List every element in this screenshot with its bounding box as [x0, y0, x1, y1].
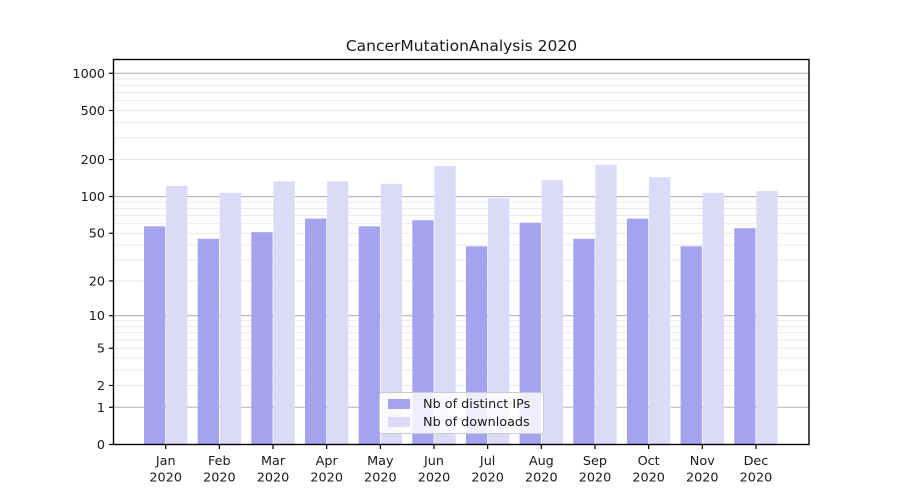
x-tick-label-year-oct: 2020	[632, 471, 665, 486]
x-tick-label-month-sep: Sep	[583, 454, 607, 469]
bar-distinct-ips-feb	[197, 238, 219, 445]
bar-distinct-ips-nov	[680, 246, 702, 445]
x-tick-label-month-oct: Oct	[638, 454, 660, 469]
y-tick-label-10: 10	[89, 309, 105, 324]
x-tick-label-month-apr: Apr	[316, 454, 339, 469]
bar-distinct-ips-sep	[573, 238, 595, 445]
bar-downloads-feb	[219, 192, 242, 445]
bar-distinct-ips-dec	[734, 228, 756, 445]
x-tick-label-year-sep: 2020	[579, 471, 612, 486]
y-tick-label-2: 2	[97, 379, 105, 394]
bar-downloads-nov	[702, 192, 724, 445]
x-tick-label-month-dec: Dec	[744, 454, 769, 469]
y-tick-label-5: 5	[97, 342, 105, 357]
y-tick-label-50: 50	[89, 227, 105, 242]
plot-frame	[112, 58, 810, 446]
x-tick-label-month-may: May	[367, 454, 394, 469]
x-tick-label-year-jun: 2020	[418, 471, 451, 486]
bar-downloads-may	[380, 183, 403, 445]
x-tick-label-year-nov: 2020	[686, 471, 719, 486]
bar-distinct-ips-mar	[251, 232, 273, 445]
y-tick-label-100: 100	[81, 190, 105, 205]
x-tick-label-year-aug: 2020	[525, 471, 558, 486]
y-tick-label-200: 200	[81, 153, 105, 168]
x-tick-label-month-jul: Jul	[479, 454, 495, 469]
x-tick-label-month-nov: Nov	[690, 454, 715, 469]
bar-distinct-ips-jan	[144, 226, 166, 445]
x-tick-label-year-jan: 2020	[149, 471, 182, 486]
x-tick-label-month-mar: Mar	[261, 454, 286, 469]
y-tick-label-500: 500	[81, 104, 105, 119]
y-tick-label-1000: 1000	[72, 67, 105, 82]
x-tick-label-month-aug: Aug	[529, 454, 554, 469]
bar-downloads-apr	[327, 181, 349, 445]
bar-distinct-ips-jun	[412, 220, 434, 445]
x-tick-label-year-apr: 2020	[310, 471, 343, 486]
legend-label: Nb of downloads	[423, 414, 530, 430]
bar-downloads-oct	[649, 177, 671, 445]
legend-item-distinct-ips: Nb of distinct IPs	[380, 395, 543, 413]
x-tick-label-year-jul: 2020	[471, 471, 504, 486]
bar-downloads-jul	[488, 198, 510, 445]
bar-downloads-mar	[273, 181, 295, 445]
bar-distinct-ips-apr	[304, 218, 327, 445]
legend-item-downloads: Nb of downloads	[380, 413, 543, 431]
bar-downloads-jan	[166, 185, 188, 445]
x-tick-label-year-mar: 2020	[257, 471, 290, 486]
chart-legend: Nb of distinct IPs Nb of downloads	[379, 392, 544, 434]
bar-downloads-sep	[595, 164, 617, 445]
x-tick-label-month-feb: Feb	[208, 454, 231, 469]
chart-title: CancerMutationAnalysis 2020	[345, 37, 578, 55]
bar-downloads-dec	[756, 190, 778, 445]
bar-distinct-ips-may	[358, 226, 380, 445]
x-tick-label-month-jun: Jun	[423, 454, 444, 469]
bar-distinct-ips-oct	[626, 218, 649, 445]
legend-label: Nb of distinct IPs	[423, 396, 531, 412]
bar-downloads-jun	[434, 166, 456, 445]
x-tick-label-year-dec: 2020	[740, 471, 773, 486]
bar-distinct-ips-aug	[519, 222, 541, 445]
y-tick-label-20: 20	[89, 274, 105, 289]
legend-swatch	[388, 399, 410, 409]
y-tick-label-1: 1	[97, 401, 105, 416]
legend-swatch	[388, 417, 410, 427]
x-tick-label-year-may: 2020	[364, 471, 397, 486]
y-tick-label-0: 0	[97, 438, 105, 453]
x-tick-label-year-feb: 2020	[203, 471, 236, 486]
x-tick-label-month-jan: Jan	[155, 454, 176, 469]
bar-downloads-aug	[541, 180, 564, 445]
